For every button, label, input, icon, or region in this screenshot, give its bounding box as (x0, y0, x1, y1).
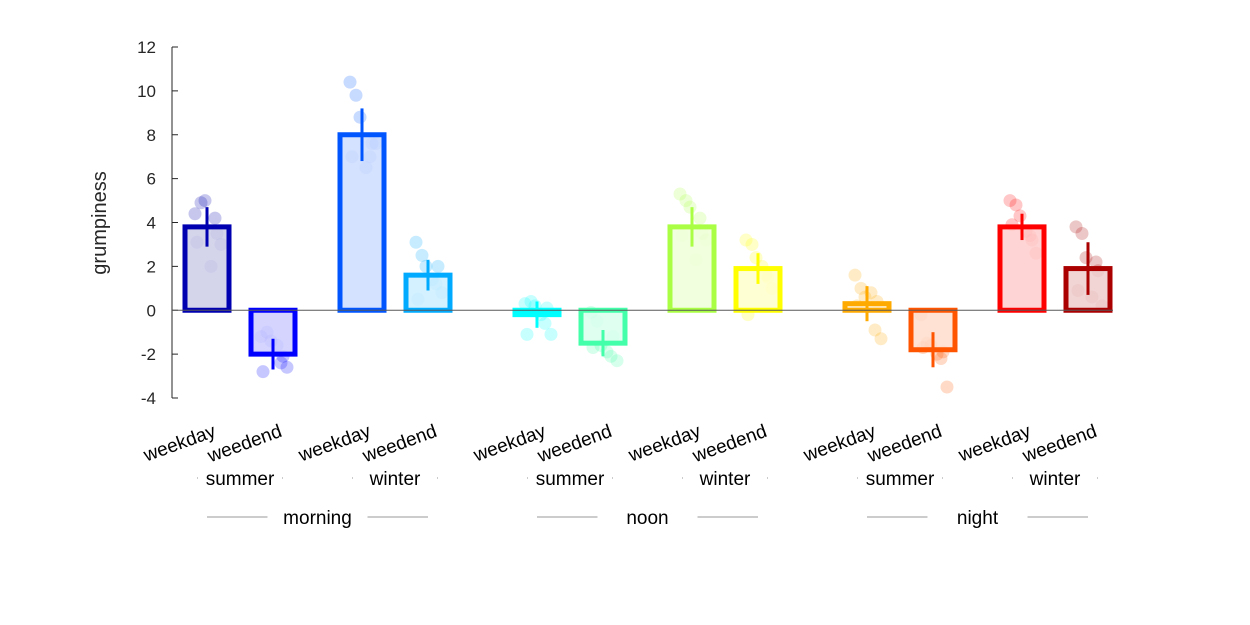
subgroup-label-bg (683, 466, 767, 490)
group-label-bg (927, 505, 1028, 529)
bars (172, 108, 1113, 370)
data-point (874, 332, 888, 346)
data-point (940, 380, 954, 394)
y-tick-label: 10 (137, 82, 156, 101)
y-tick-label: 4 (147, 214, 156, 233)
data-point (934, 352, 948, 366)
subgroup-label: summer (866, 469, 935, 490)
jitter-points (188, 75, 1109, 394)
data-point (679, 194, 693, 208)
y-tick-label: 12 (137, 38, 156, 57)
group-label-bg (267, 505, 368, 529)
bar-label: weedend (689, 421, 770, 467)
data-point (1069, 220, 1083, 234)
data-point (1009, 198, 1023, 212)
y-tick-label: 8 (147, 126, 156, 145)
y-tick-label: 2 (147, 257, 156, 276)
data-point (349, 88, 363, 102)
bar-label: weekday (295, 421, 374, 467)
data-point (739, 233, 753, 247)
data-point (538, 316, 552, 330)
data-point (280, 360, 294, 374)
bar-label: weekday (140, 421, 219, 467)
data-point (544, 327, 558, 341)
bar-label: weekday (800, 421, 879, 467)
subgroup-label: winter (369, 469, 421, 490)
data-point (848, 268, 862, 282)
subgroup-label-bg (1013, 466, 1097, 490)
data-point (693, 211, 707, 225)
bar-label: weekday (470, 421, 549, 467)
bar-label: weedend (864, 421, 945, 467)
data-point (194, 196, 208, 210)
bar (997, 224, 1047, 313)
bar-label: weedend (204, 421, 285, 467)
data-point (868, 323, 882, 337)
subgroup-label: winter (1029, 469, 1081, 490)
data-point (854, 281, 868, 295)
bar-label: weekday (625, 421, 704, 467)
group-label-bg (597, 505, 698, 529)
data-point (419, 259, 433, 273)
data-point (208, 211, 222, 225)
data-point (610, 354, 624, 368)
data-point (198, 194, 212, 208)
data-point (353, 110, 367, 124)
subgroup-label-bg (198, 466, 282, 490)
subgroup-label-bg (858, 466, 942, 490)
data-point (604, 349, 618, 363)
data-point (745, 237, 759, 251)
group-label: morning (283, 508, 352, 529)
subgroup-label: summer (536, 469, 605, 490)
data-point (409, 235, 423, 249)
category-labels: weekdayweedendsummerweekdayweedendwinter… (140, 421, 1100, 529)
y-tick-label: -4 (141, 389, 156, 408)
data-point (256, 365, 270, 379)
subgroup-label: winter (699, 469, 751, 490)
bar-label: weekday (955, 421, 1034, 467)
data-point (1075, 226, 1089, 240)
subgroup-label: summer (206, 469, 275, 490)
data-point (683, 200, 697, 214)
data-point (431, 259, 445, 273)
group-label: night (957, 508, 999, 529)
subgroup-label-bg (528, 466, 612, 490)
data-point (1089, 255, 1103, 269)
data-point (188, 207, 202, 221)
subgroup-label-bg (353, 466, 437, 490)
y-tick-label: 0 (147, 301, 156, 320)
y-axis-label: grumpiness (89, 171, 111, 274)
bar-label: weedend (1019, 421, 1100, 467)
y-tick-label: -2 (141, 345, 156, 364)
group-label: noon (626, 508, 668, 529)
data-point (1003, 194, 1017, 208)
y-axis: -4 -2 0 2 4 6 8 10 12 (137, 38, 178, 408)
data-point (518, 297, 532, 311)
y-tick-label: 6 (147, 170, 156, 189)
data-point (274, 356, 288, 370)
bar-label: weedend (534, 421, 615, 467)
bar-label: weedend (359, 421, 440, 467)
data-point (520, 327, 534, 341)
data-point (415, 248, 429, 262)
data-point (673, 187, 687, 201)
data-point (343, 75, 357, 89)
data-point (524, 294, 538, 308)
